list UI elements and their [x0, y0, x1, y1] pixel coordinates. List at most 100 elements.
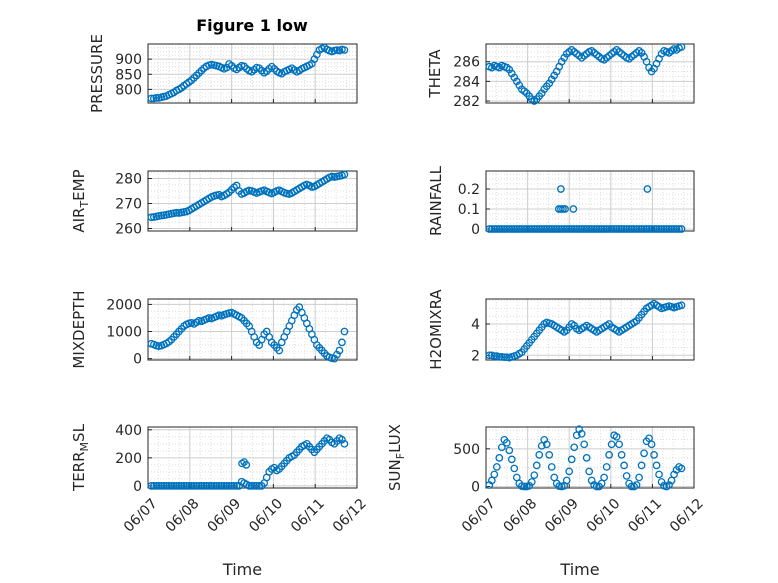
- data-point: [340, 327, 349, 336]
- data-point: [647, 440, 656, 449]
- data-point: [230, 482, 238, 490]
- data-point: [520, 482, 529, 491]
- data-point: [542, 225, 551, 233]
- data-point: [532, 461, 541, 470]
- y-tick-label: 0: [471, 222, 480, 238]
- y-axis-label: PRESSURE: [88, 34, 106, 113]
- data-point: [647, 225, 656, 233]
- y-tick-label: 286: [453, 55, 480, 71]
- data-point: [660, 225, 668, 233]
- data-point: [627, 482, 636, 491]
- data-point: [195, 482, 203, 490]
- y-axis-label: AIRTEMP: [70, 169, 91, 232]
- data-point: [552, 225, 561, 233]
- y-tick-label: 1000: [106, 325, 142, 341]
- data-point: [557, 185, 565, 193]
- data-point: [232, 482, 241, 490]
- data-point: [175, 482, 183, 490]
- data-point: [512, 225, 521, 233]
- data-point: [600, 473, 608, 482]
- data-point: [490, 470, 499, 479]
- data-point: [652, 461, 661, 470]
- data-point: [520, 225, 529, 233]
- data-point: [615, 440, 623, 449]
- data-point: [580, 225, 589, 233]
- data-point: [587, 225, 596, 233]
- data-series: [485, 185, 686, 233]
- data-point: [490, 352, 499, 360]
- data-point: [667, 225, 676, 233]
- data-point: [177, 482, 186, 490]
- y-tick-label: 260: [115, 222, 142, 238]
- data-point: [675, 225, 683, 233]
- axes-frame: [147, 43, 358, 104]
- data-point: [617, 451, 626, 459]
- data-series: [147, 170, 349, 222]
- data-point: [627, 225, 636, 233]
- data-point: [575, 225, 584, 233]
- data-point: [677, 225, 686, 233]
- data-point: [247, 482, 256, 490]
- data-point: [560, 225, 569, 233]
- data-point: [577, 429, 586, 438]
- data-point: [225, 482, 233, 490]
- data-point: [252, 482, 261, 490]
- subplot-5: 0 1000 2000 MIXDEPTH: [70, 290, 358, 369]
- data-point: [555, 225, 564, 233]
- data-point: [570, 225, 579, 233]
- data-point: [150, 482, 158, 490]
- y-tick-label: 0: [133, 479, 142, 495]
- data-point: [645, 225, 653, 233]
- data-point: [567, 225, 576, 233]
- data-point: [250, 482, 259, 490]
- data-series: [147, 43, 349, 103]
- y-axis-label: RAINFALL: [427, 165, 445, 236]
- axes-frame: [485, 298, 695, 361]
- data-point: [217, 482, 226, 490]
- axes-frame: [147, 170, 358, 232]
- x-tick-label: 06/11: [288, 496, 328, 536]
- data-point: [152, 482, 161, 490]
- data-point: [185, 482, 193, 490]
- data-point: [527, 478, 536, 486]
- data-point: [643, 185, 652, 193]
- data-point: [205, 482, 213, 490]
- y-axis-label: MIXDEPTH: [70, 290, 88, 368]
- data-point: [522, 225, 531, 233]
- data-point: [650, 225, 658, 233]
- data-point: [562, 476, 571, 485]
- data-point: [577, 225, 586, 233]
- data-point: [561, 205, 569, 213]
- data-point: [640, 449, 648, 458]
- data-point: [532, 225, 541, 233]
- data-point: [215, 482, 223, 490]
- data-point: [147, 213, 156, 222]
- data-point: [172, 208, 181, 217]
- x-tick-label: 06/12: [330, 496, 370, 536]
- data-point: [547, 225, 556, 233]
- x-tick-label: 06/12: [667, 496, 707, 536]
- data-point: [340, 439, 349, 448]
- data-point: [672, 225, 681, 233]
- data-point: [157, 482, 166, 490]
- y-axis-label: THETA: [426, 49, 444, 99]
- data-point: [527, 225, 536, 233]
- data-point: [580, 440, 589, 449]
- data-point: [592, 225, 601, 233]
- data-point: [665, 225, 673, 233]
- data-point: [602, 463, 611, 471]
- data-point: [565, 225, 574, 233]
- data-point: [542, 440, 551, 449]
- data-point: [590, 225, 599, 233]
- data-point: [632, 225, 641, 233]
- data-point: [197, 482, 206, 490]
- data-point: [147, 482, 156, 490]
- data-point: [585, 467, 594, 476]
- y-axis-label: TERRMSL: [70, 423, 91, 492]
- data-point: [202, 482, 211, 490]
- x-tick-label: 06/09: [542, 496, 582, 536]
- data-point: [500, 225, 509, 233]
- data-point: [152, 94, 161, 102]
- data-point: [655, 470, 663, 479]
